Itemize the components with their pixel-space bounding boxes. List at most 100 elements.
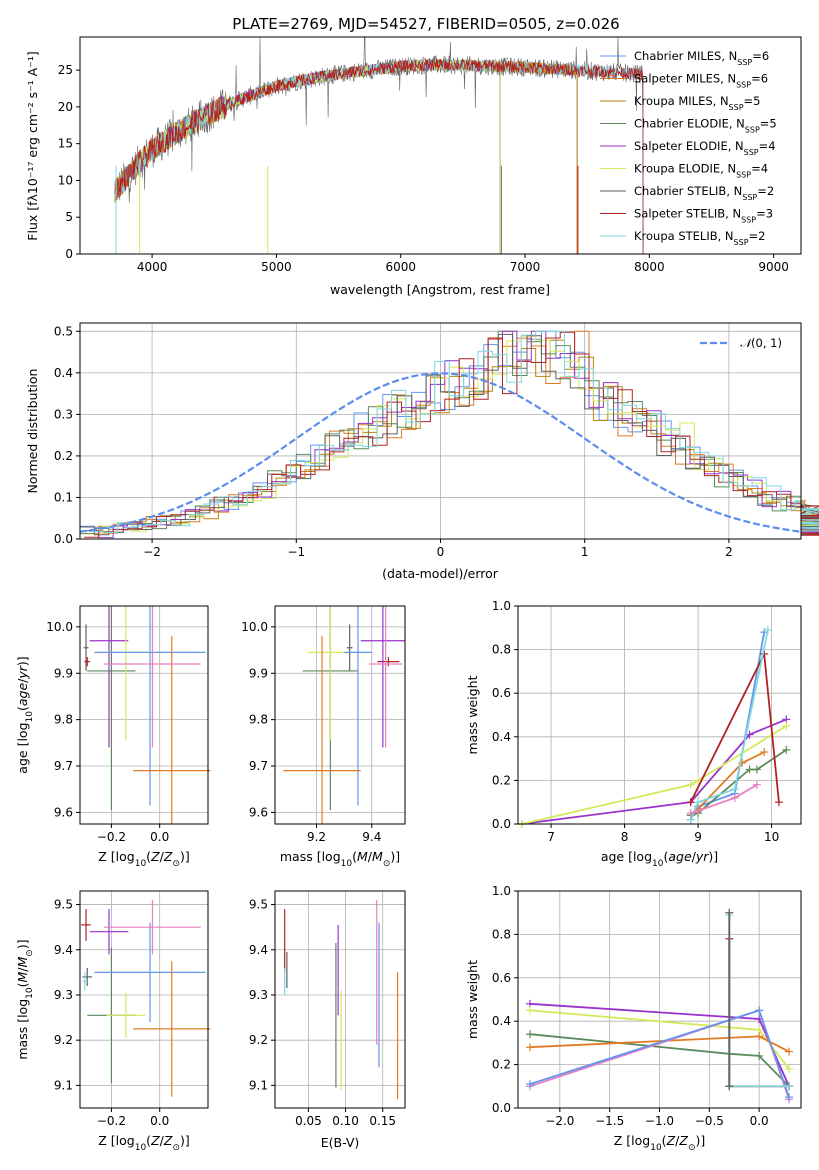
x-tick-label: 8000 <box>634 260 665 274</box>
x-tick-label: 10 <box>764 830 779 844</box>
weight-series <box>521 725 787 825</box>
label-part: / <box>692 849 697 864</box>
label-part: yr <box>15 665 30 679</box>
legend: Chabrier MILES, NSSP=6 Salpeter MILES, NS… <box>600 49 777 247</box>
y-tick-label: 9.8 <box>54 713 73 727</box>
plot-area <box>525 908 794 1104</box>
axes-frame <box>79 605 209 825</box>
legend-text: Chabrier ELODIE, N <box>634 117 745 131</box>
legend-label: Chabrier MILES, NSSP=6 <box>634 49 769 67</box>
x-axis-label: Z [log10(Z/Z⊙)] <box>98 849 190 869</box>
legend-text: Chabrier STELIB, N <box>634 184 742 198</box>
label-part: age [log <box>601 849 652 864</box>
x-tick-label: 7 <box>547 830 555 844</box>
label-part: Z [log <box>614 1133 650 1148</box>
x-tick-label: 6000 <box>385 260 416 274</box>
plot-area <box>284 900 399 1099</box>
x-tick-label: 1 <box>581 545 589 559</box>
histogram-series <box>88 339 819 534</box>
x-tick-label: −2.0 <box>545 1114 574 1128</box>
spectrum-line <box>114 58 644 255</box>
legend-sub: SSP <box>736 80 751 89</box>
x-tick-label: 7000 <box>510 260 541 274</box>
y-tick-label: 5 <box>65 210 73 224</box>
legend-text: Kroupa ELODIE, N <box>634 162 736 176</box>
y-tick-label: 9.5 <box>249 898 268 912</box>
plot-area <box>81 900 211 1097</box>
y-tick-label: 9.3 <box>54 988 73 1002</box>
x-tick-label: −1 <box>287 545 305 559</box>
label-part: )] <box>390 849 400 864</box>
label-part: age [log <box>15 722 30 773</box>
y-tick-label: 20 <box>58 100 73 114</box>
y-tick-label: 9.8 <box>249 713 268 727</box>
legend-label: Salpeter MILES, NSSP=6 <box>634 72 768 90</box>
label-part: )] <box>15 656 30 666</box>
plot-area <box>83 606 211 824</box>
label-part: age <box>15 683 30 707</box>
weight-series <box>521 718 787 825</box>
y-tick-label: 0.8 <box>492 643 511 657</box>
spectrum-line <box>114 58 644 255</box>
y-tick-label: 0.1 <box>54 490 73 504</box>
legend-label: Kroupa ELODIE, NSSP=4 <box>634 162 768 180</box>
histogram-series <box>80 333 819 536</box>
label-part: Z <box>163 849 173 864</box>
label-part: ( <box>15 706 30 711</box>
label-part: )] <box>15 939 30 949</box>
weight-series <box>529 1033 790 1087</box>
spectrum-line <box>114 58 578 254</box>
legend-text: Kroupa MILES, N <box>634 94 729 108</box>
label-part: Z [log <box>98 849 134 864</box>
figure-title: PLATE=2769, MJD=54527, FIBERID=0505, z=0… <box>232 15 619 33</box>
plot-area <box>114 36 644 255</box>
histogram-series <box>84 331 819 538</box>
x-tick-label: 0.05 <box>295 1114 322 1128</box>
y-tick-label: 15 <box>58 137 73 151</box>
label-part: / <box>15 967 30 972</box>
y-tick-label: 0.4 <box>492 730 511 744</box>
legend-suffix: =5 <box>744 94 761 108</box>
y-tick-label: 0 <box>65 247 73 261</box>
legend-sub: SSP <box>745 125 760 134</box>
axes-spectrum: 4000 5000 6000 7000 8000 9000 0 5 10 15 20 25 Chabri… <box>25 36 802 297</box>
y-axis-label: Flux [fλ10⁻¹⁷ erg cm⁻² s⁻¹ A⁻¹] <box>25 51 40 240</box>
x-tick-label: 2 <box>725 545 733 559</box>
y-tick-label: 0.0 <box>54 532 73 546</box>
label-part: )] <box>180 1133 190 1148</box>
label-part: mass [log <box>280 849 341 864</box>
x-tick-label: 8 <box>621 830 629 844</box>
axes-mass-vs-ebv: 0.05 0.10 0.15 9.1 9.2 9.3 9.4 9.5 E(B-V) <box>249 890 406 1150</box>
x-axis-label: E(B-V) <box>321 1135 360 1150</box>
label-part: Z [log <box>98 1133 134 1148</box>
label-part: 10 <box>135 859 147 869</box>
label-part: 10 <box>135 1143 147 1153</box>
y-tick-label: 9.7 <box>249 759 268 773</box>
y-axis-label: Normed distribution <box>25 369 40 494</box>
x-tick-label: −0.5 <box>695 1114 724 1128</box>
label-part: Z <box>678 1133 688 1148</box>
x-axis-label: Z [log10(Z/Z⊙)] <box>98 1133 190 1153</box>
label-part: M <box>372 849 383 864</box>
histogram-series <box>88 330 819 533</box>
legend-suffix: =2 <box>749 229 766 243</box>
axes-frame <box>79 890 209 1109</box>
y-tick-label: 10.0 <box>241 620 268 634</box>
legend-label: 𝒩(0, 1) <box>740 336 782 350</box>
legend-suffix: =6 <box>752 49 769 63</box>
axes-residuals: −2 −1 0 1 2 0.0 0.1 0.2 0.3 0.4 0.5 𝒩(0, 1) (data-mo… <box>25 322 819 581</box>
label-part: ( <box>146 1133 151 1148</box>
x-axis-label: (data-model)/error <box>382 566 499 581</box>
x-tick-label: −1.5 <box>595 1114 624 1128</box>
spectrum-line <box>139 58 501 254</box>
axes-frame <box>274 890 406 1109</box>
y-tick-label: 0.6 <box>492 686 511 700</box>
label-part: M <box>15 956 30 967</box>
y-tick-label: 25 <box>58 63 73 77</box>
label-part: M <box>357 849 368 864</box>
label-part: 10 <box>650 1143 662 1153</box>
y-tick-label: 0.3 <box>54 407 73 421</box>
y-tick-label: 9.4 <box>54 943 73 957</box>
